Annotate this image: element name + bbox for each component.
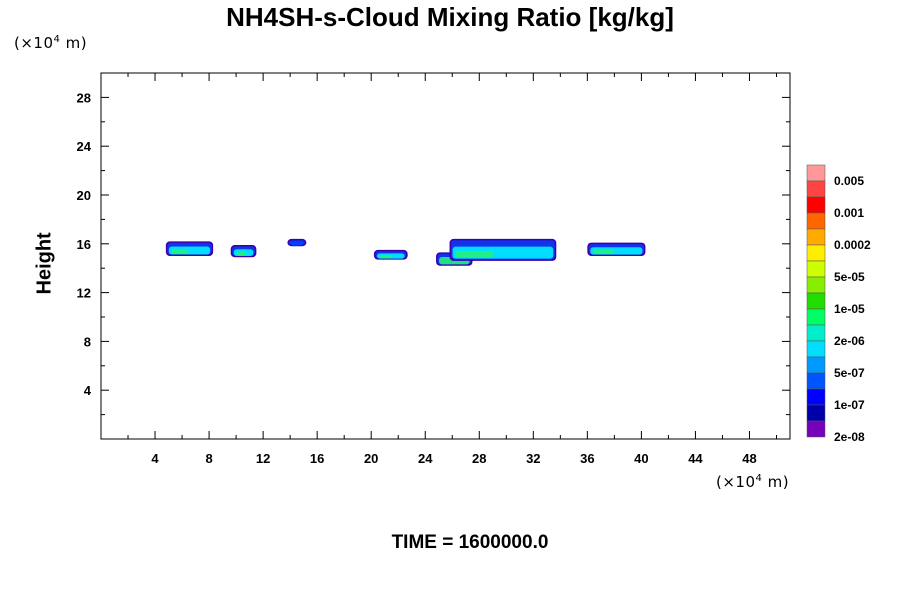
cloud-patch xyxy=(165,241,214,256)
legend-label: 2e-06 xyxy=(834,334,865,348)
x-axis-unit: (×104 m) xyxy=(716,473,790,491)
cloud-patch xyxy=(287,238,307,247)
y-tick-label: 16 xyxy=(77,237,91,252)
legend-label: 0.001 xyxy=(834,206,864,220)
chart-title: NH4SH-s-Cloud Mixing Ratio [kg/kg] xyxy=(226,2,674,32)
x-tick-label: 40 xyxy=(634,451,648,466)
legend-swatch xyxy=(806,324,826,342)
y-tick-label: 12 xyxy=(77,286,91,301)
legend-swatch xyxy=(806,308,826,326)
x-tick-label: 4 xyxy=(151,451,159,466)
y-tick-label: 8 xyxy=(84,334,91,349)
legend-label: 2e-08 xyxy=(834,430,865,444)
time-label: TIME = 1600000.0 xyxy=(391,532,549,553)
y-tick-label: 24 xyxy=(77,139,92,154)
x-tick-label: 20 xyxy=(364,451,378,466)
x-tick-label: 16 xyxy=(310,451,324,466)
legend-swatch xyxy=(806,292,826,310)
plot-frame xyxy=(100,72,791,440)
y-tick-label: 28 xyxy=(77,90,91,105)
legend-swatch xyxy=(806,228,826,246)
legend-swatch xyxy=(806,404,826,422)
x-tick-label: 8 xyxy=(205,451,212,466)
legend-label: 1e-05 xyxy=(834,302,865,316)
cloud-patch xyxy=(230,245,257,258)
legend-swatch xyxy=(806,180,826,198)
x-tick-label: 48 xyxy=(742,451,756,466)
legend-swatch xyxy=(806,212,826,230)
x-tick-label: 28 xyxy=(472,451,486,466)
x-tick-label: 12 xyxy=(256,451,270,466)
y-tick-label: 4 xyxy=(84,383,92,398)
legend-swatch xyxy=(806,356,826,374)
legend-label: 5e-05 xyxy=(834,270,865,284)
cloud-patch-inner xyxy=(455,250,493,258)
cloud-patch xyxy=(373,249,408,260)
cloud-patch-inner xyxy=(379,255,392,259)
cloud-patch-inner xyxy=(171,249,189,254)
y-axis-ticks: 4 8 12 16 20 24 28 xyxy=(77,90,790,416)
legend-swatch xyxy=(806,388,826,406)
legend-swatch xyxy=(806,164,826,182)
legend-swatch xyxy=(806,244,826,262)
x-tick-label: 36 xyxy=(580,451,594,466)
color-legend: 0.005 0.001 0.0002 5e-05 1e-05 2e-06 5e-07 1e-0… xyxy=(806,164,871,444)
legend-swatch xyxy=(806,340,826,358)
x-tick-label: 32 xyxy=(526,451,540,466)
legend-label: 0.005 xyxy=(834,174,864,188)
legend-label: 0.0002 xyxy=(834,238,871,252)
legend-swatch xyxy=(806,196,826,214)
cloud-patch-inner xyxy=(593,249,614,254)
cloud-patch-inner xyxy=(236,251,246,256)
legend-swatch xyxy=(806,260,826,278)
legend-swatch xyxy=(806,276,826,294)
cloud-patches xyxy=(165,238,646,266)
legend-swatch xyxy=(806,372,826,390)
x-axis-ticks: 4 8 12 16 20 24 28 32 36 40 44 48 xyxy=(127,73,777,466)
y-tick-label: 20 xyxy=(77,188,91,203)
cloud-patch xyxy=(449,238,557,261)
cloud-patch xyxy=(587,242,646,256)
x-tick-label: 24 xyxy=(418,451,433,466)
legend-swatch xyxy=(806,420,826,438)
y-axis-unit: (×104 m) xyxy=(14,34,88,52)
legend-label: 1e-07 xyxy=(834,398,865,412)
x-tick-label: 44 xyxy=(688,451,703,466)
cloud-patch-core xyxy=(290,241,304,246)
legend-label: 5e-07 xyxy=(834,366,865,380)
